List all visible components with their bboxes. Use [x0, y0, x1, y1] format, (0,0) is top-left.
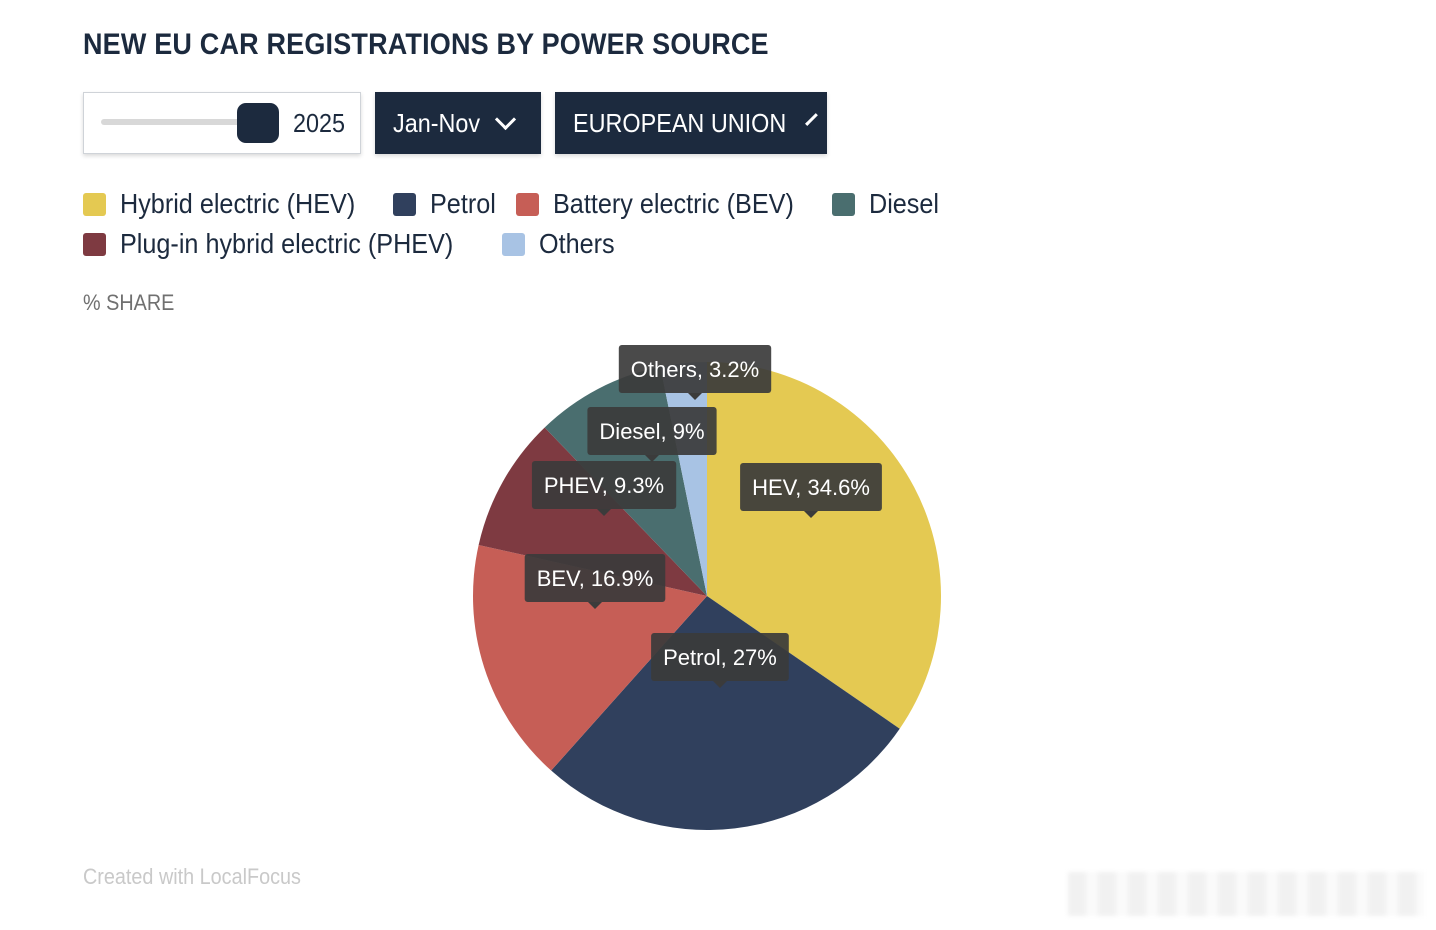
- region-dropdown-label: EUROPEAN UNION: [573, 107, 787, 138]
- legend-item-bev[interactable]: Battery electric (BEV): [515, 188, 813, 220]
- legend-swatch: [502, 232, 526, 256]
- slice-label-box: [524, 554, 666, 602]
- slice-label-pointer: [804, 511, 818, 518]
- filter-controls: 2025 Jan-Nov EUROPEAN UNION: [83, 92, 827, 154]
- period-dropdown-label: Jan-Nov: [393, 107, 481, 138]
- slider-track[interactable]: [101, 119, 241, 125]
- legend-label: Plug-in hybrid electric (PHEV): [120, 228, 454, 259]
- legend-item-phev[interactable]: Plug-in hybrid electric (PHEV): [83, 228, 482, 260]
- legend-item-diesel[interactable]: Diesel: [832, 188, 939, 220]
- blurred-watermark: [1068, 872, 1424, 916]
- slice-label-box: [651, 633, 789, 681]
- legend-swatch: [83, 192, 106, 216]
- slice-label-box: [618, 345, 772, 393]
- legend-swatch: [393, 192, 417, 216]
- slice-label-text: Others, 3.2%: [631, 357, 759, 382]
- unit-label: % SHARE: [83, 290, 175, 315]
- slice-labels: HEV, 34.6% Petrol, 27% BEV, 16.9% PHEV, 9.3…: [524, 345, 882, 688]
- slice-label-box: [531, 461, 677, 509]
- slice-label-petrol: Petrol, 27%: [651, 633, 789, 688]
- legend-swatch: [515, 192, 539, 216]
- slice-label-hev: HEV, 34.6%: [740, 463, 882, 518]
- slice-label-diesel: Diesel, 9%: [587, 407, 717, 462]
- pie-slice-petrol[interactable]: [551, 596, 900, 831]
- legend-label: Petrol: [430, 188, 497, 219]
- year-value: 2025: [293, 108, 346, 138]
- slice-label-box: [587, 407, 717, 455]
- slice-label-box: [740, 463, 882, 511]
- slice-label-text: Diesel, 9%: [599, 419, 704, 444]
- legend-swatch: [83, 232, 106, 256]
- legend-label: Battery electric (BEV): [552, 188, 794, 219]
- slice-label-text: PHEV, 9.3%: [544, 473, 664, 498]
- slice-label-pointer: [597, 509, 611, 516]
- legend-item-petrol[interactable]: Petrol: [393, 188, 497, 220]
- slice-label-pointer: [588, 602, 602, 609]
- slice-label-pointer: [645, 455, 659, 462]
- slice-label-text: HEV, 34.6%: [752, 475, 870, 500]
- legend-item-hev[interactable]: Hybrid electric (HEV): [83, 188, 373, 220]
- pie-slice-hev[interactable]: [707, 362, 942, 729]
- slice-label-pointer: [713, 681, 727, 688]
- slice-label-text: BEV, 16.9%: [537, 566, 654, 591]
- slice-label-others: Others, 3.2%: [618, 345, 772, 400]
- slice-label-bev: BEV, 16.9%: [524, 554, 666, 609]
- legend-item-others[interactable]: Others: [502, 228, 615, 260]
- slice-label-phev: PHEV, 9.3%: [531, 461, 677, 516]
- slice-label-pointer: [688, 393, 702, 400]
- slice-label-text: Petrol, 27%: [663, 645, 777, 670]
- legend: Hybrid electric (HEV) Petrol Battery ele…: [83, 188, 1313, 260]
- credit-text[interactable]: Created with LocalFocus: [83, 864, 301, 889]
- period-dropdown[interactable]: Jan-Nov: [375, 92, 541, 154]
- region-dropdown[interactable]: EUROPEAN UNION: [555, 92, 827, 154]
- chart-title: NEW EU CAR REGISTRATIONS BY POWER SOURCE: [83, 28, 769, 61]
- year-slider[interactable]: 2025: [83, 92, 361, 154]
- legend-swatch: [832, 192, 856, 216]
- slider-thumb[interactable]: [237, 103, 279, 143]
- legend-label: Hybrid electric (HEV): [120, 188, 356, 219]
- legend-label: Diesel: [869, 188, 940, 219]
- legend-label: Others: [539, 228, 615, 259]
